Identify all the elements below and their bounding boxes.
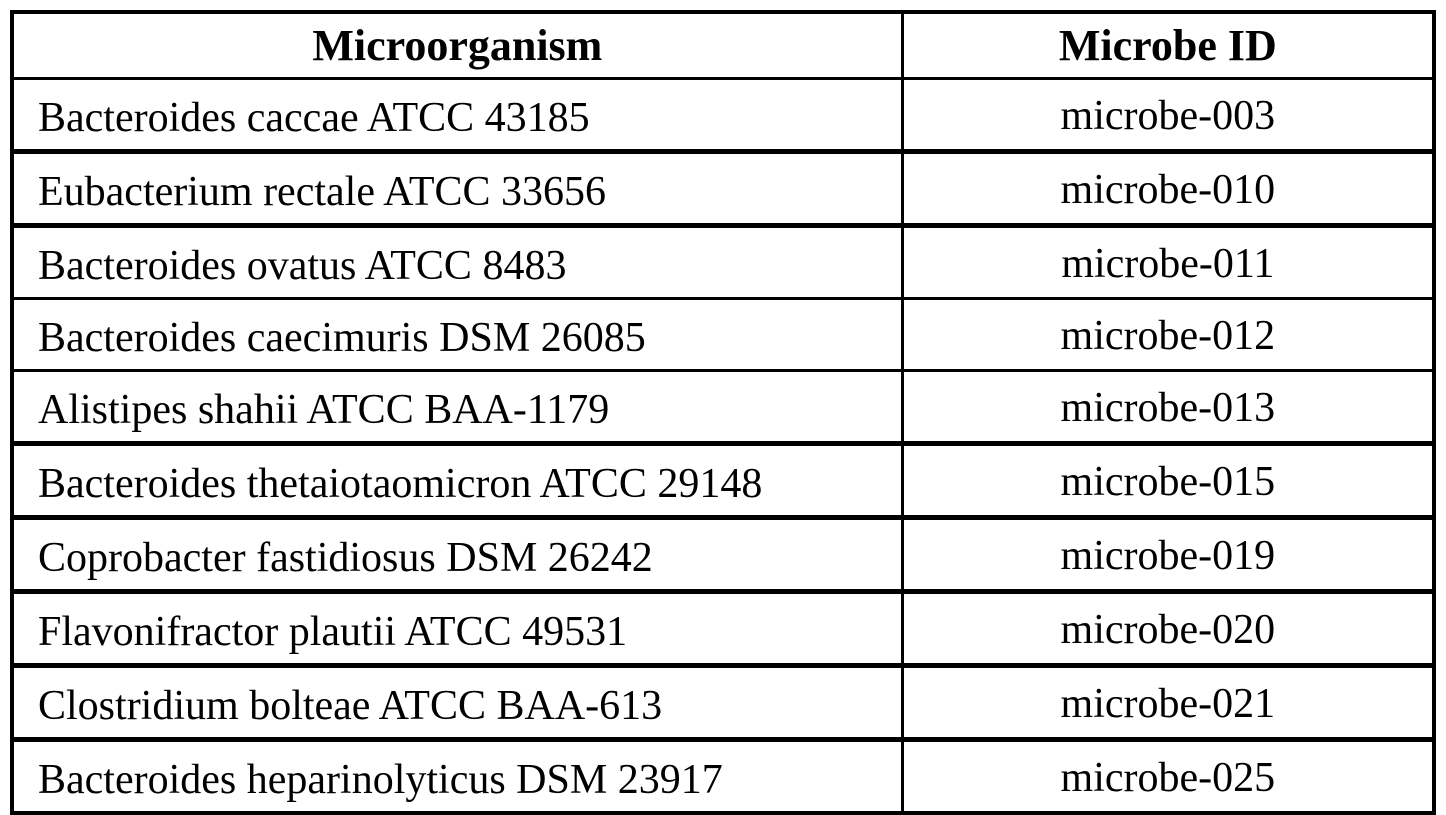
microbe-id-cell: microbe-020 [900,589,1436,667]
microorganism-cell: Bacteroides caccae ATCC 43185 [10,77,904,153]
table-row: Clostridium bolteae ATCC BAA-613 microbe… [10,663,1436,741]
table-row: Flavonifractor plautii ATCC 49531 microb… [10,589,1436,667]
microorganism-cell: Bacteroides thetaiotaomicron ATCC 29148 [10,441,904,519]
table-row: Coprobacter fastidiosus DSM 26242 microb… [10,515,1436,593]
table-row: Bacteroides thetaiotaomicron ATCC 29148 … [10,441,1436,519]
column-header-microbe-id: Microbe ID [900,10,1436,80]
microbe-id-cell: microbe-025 [900,737,1436,815]
header-row: Microorganism Microbe ID [10,10,1436,80]
table-row: Bacteroides heparinolyticus DSM 23917 mi… [10,737,1436,815]
microbe-id-cell: microbe-012 [900,297,1436,372]
microbe-id-cell: microbe-021 [900,663,1436,741]
microbe-id-cell: microbe-003 [900,77,1436,153]
microorganism-cell: Bacteroides ovatus ATCC 8483 [10,223,904,300]
table-row: Bacteroides ovatus ATCC 8483 microbe-011 [10,223,1436,300]
microorganism-cell: Alistipes shahii ATCC BAA-1179 [10,369,904,445]
table-row: Bacteroides caccae ATCC 43185 microbe-00… [10,77,1436,153]
microbe-id-cell: microbe-013 [900,369,1436,445]
microorganism-table: Microorganism Microbe ID Bacteroides cac… [10,10,1436,815]
microorganism-cell: Bacteroides caecimuris DSM 26085 [10,297,904,372]
microbe-id-cell: microbe-019 [900,515,1436,593]
microorganism-cell: Eubacterium rectale ATCC 33656 [10,149,904,227]
microorganism-cell: Flavonifractor plautii ATCC 49531 [10,589,904,667]
column-header-microorganism: Microorganism [10,10,904,80]
microorganism-cell: Bacteroides heparinolyticus DSM 23917 [10,737,904,815]
microorganism-cell: Coprobacter fastidiosus DSM 26242 [10,515,904,593]
table-row: Eubacterium rectale ATCC 33656 microbe-0… [10,149,1436,227]
microbe-id-cell: microbe-015 [900,441,1436,519]
microorganism-cell: Clostridium bolteae ATCC BAA-613 [10,663,904,741]
microbe-id-cell: microbe-011 [900,223,1436,300]
document-page: Microorganism Microbe ID Bacteroides cac… [10,10,1436,815]
microbe-id-cell: microbe-010 [900,149,1436,227]
table-row: Bacteroides caecimuris DSM 26085 microbe… [10,297,1436,372]
table-row: Alistipes shahii ATCC BAA-1179 microbe-0… [10,369,1436,445]
